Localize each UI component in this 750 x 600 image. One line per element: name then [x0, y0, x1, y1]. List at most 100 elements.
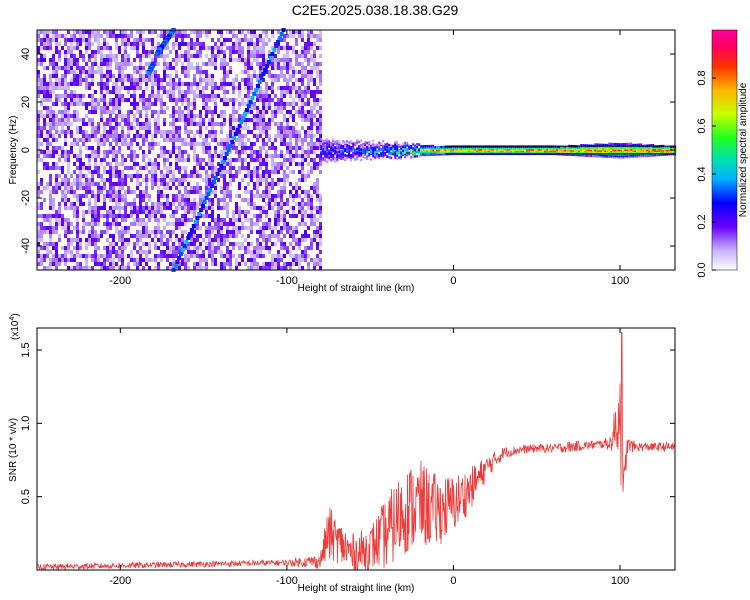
noise-cell — [172, 222, 175, 226]
noise-cell — [214, 186, 217, 190]
signal-cell — [342, 155, 345, 158]
signal-cell — [566, 151, 569, 155]
signal-cell — [440, 153, 443, 156]
noise-cell — [79, 186, 82, 190]
signal-cell — [388, 152, 391, 156]
noise-cell — [76, 62, 79, 66]
signal-cell — [352, 148, 355, 151]
noise-cell — [202, 118, 205, 122]
noise-cell — [265, 106, 268, 110]
noise-cell — [307, 114, 310, 118]
noise-cell — [94, 54, 97, 58]
signal-cell — [398, 144, 401, 147]
signal-cell — [432, 151, 435, 155]
noise-cell — [244, 142, 247, 146]
noise-cell — [196, 266, 199, 270]
signal-cell — [526, 148, 529, 151]
noise-cell — [67, 114, 70, 118]
signal-cell — [470, 146, 473, 150]
noise-cell — [136, 142, 139, 146]
noise-cell — [247, 118, 250, 122]
noise-cell — [301, 74, 304, 78]
noise-cell — [229, 234, 232, 238]
noise-cell — [103, 246, 106, 250]
noise-cell — [73, 178, 76, 182]
signal-cell — [362, 146, 365, 149]
noise-cell — [37, 114, 40, 118]
noise-cell — [280, 46, 283, 50]
signal-cell — [350, 139, 353, 143]
noise-cell — [70, 98, 73, 102]
signal-cell — [380, 142, 383, 146]
signal-cell — [340, 146, 343, 149]
noise-cell — [154, 206, 157, 210]
signal-cell — [514, 151, 517, 154]
noise-cell — [283, 118, 286, 122]
signal-cell — [382, 139, 385, 143]
noise-cell — [208, 106, 211, 110]
noise-cell — [298, 154, 301, 158]
noise-cell — [313, 54, 316, 58]
noise-cell — [214, 94, 217, 98]
noise-cell — [274, 102, 277, 106]
noise-cell — [61, 82, 64, 86]
noise-cell — [232, 234, 235, 238]
noise-cell — [238, 86, 241, 90]
noise-cell — [250, 82, 253, 86]
noise-cell — [193, 54, 196, 58]
noise-cell — [319, 226, 322, 230]
noise-cell — [136, 206, 139, 210]
noise-cell — [79, 118, 82, 122]
noise-cell — [64, 254, 67, 258]
noise-cell — [94, 90, 97, 94]
noise-cell — [265, 154, 268, 158]
noise-cell — [148, 146, 151, 150]
noise-cell — [256, 194, 259, 198]
noise-cell — [235, 118, 238, 122]
noise-cell — [199, 114, 202, 118]
noise-cell — [310, 58, 313, 62]
noise-cell — [244, 262, 247, 266]
noise-cell — [175, 98, 178, 102]
noise-cell — [304, 194, 307, 198]
signal-cell — [552, 151, 555, 154]
noise-cell — [319, 214, 322, 218]
noise-cell — [103, 106, 106, 110]
noise-cell — [235, 218, 238, 222]
noise-cell — [184, 70, 187, 74]
noise-cell — [253, 174, 256, 178]
signal-cell — [396, 151, 399, 154]
signal-cell — [378, 146, 381, 149]
noise-cell — [112, 130, 115, 134]
noise-cell — [73, 82, 76, 86]
noise-cell — [253, 182, 256, 186]
signal-cell — [426, 150, 429, 154]
signal-cell — [478, 151, 481, 154]
noise-cell — [310, 106, 313, 110]
noise-cell — [184, 50, 187, 54]
signal-cell — [584, 144, 587, 147]
noise-cell — [82, 94, 85, 98]
noise-cell — [160, 30, 163, 34]
noise-cell — [46, 182, 49, 186]
noise-cell — [211, 206, 214, 210]
noise-cell — [55, 78, 58, 82]
noise-cell — [313, 66, 316, 70]
noise-cell — [295, 78, 298, 82]
noise-cell — [178, 202, 181, 206]
noise-cell — [148, 126, 151, 130]
noise-cell — [103, 134, 106, 138]
noise-cell — [52, 206, 55, 210]
noise-cell — [154, 122, 157, 126]
noise-cell — [166, 198, 169, 202]
noise-cell — [184, 158, 187, 162]
signal-cell — [340, 150, 343, 154]
signal-cell — [428, 150, 431, 154]
noise-cell — [181, 102, 184, 106]
noise-cell — [301, 118, 304, 122]
noise-cell — [118, 46, 121, 50]
signal-cell — [558, 145, 561, 149]
noise-cell — [253, 158, 256, 162]
noise-cell — [283, 170, 286, 174]
noise-cell — [88, 30, 91, 34]
